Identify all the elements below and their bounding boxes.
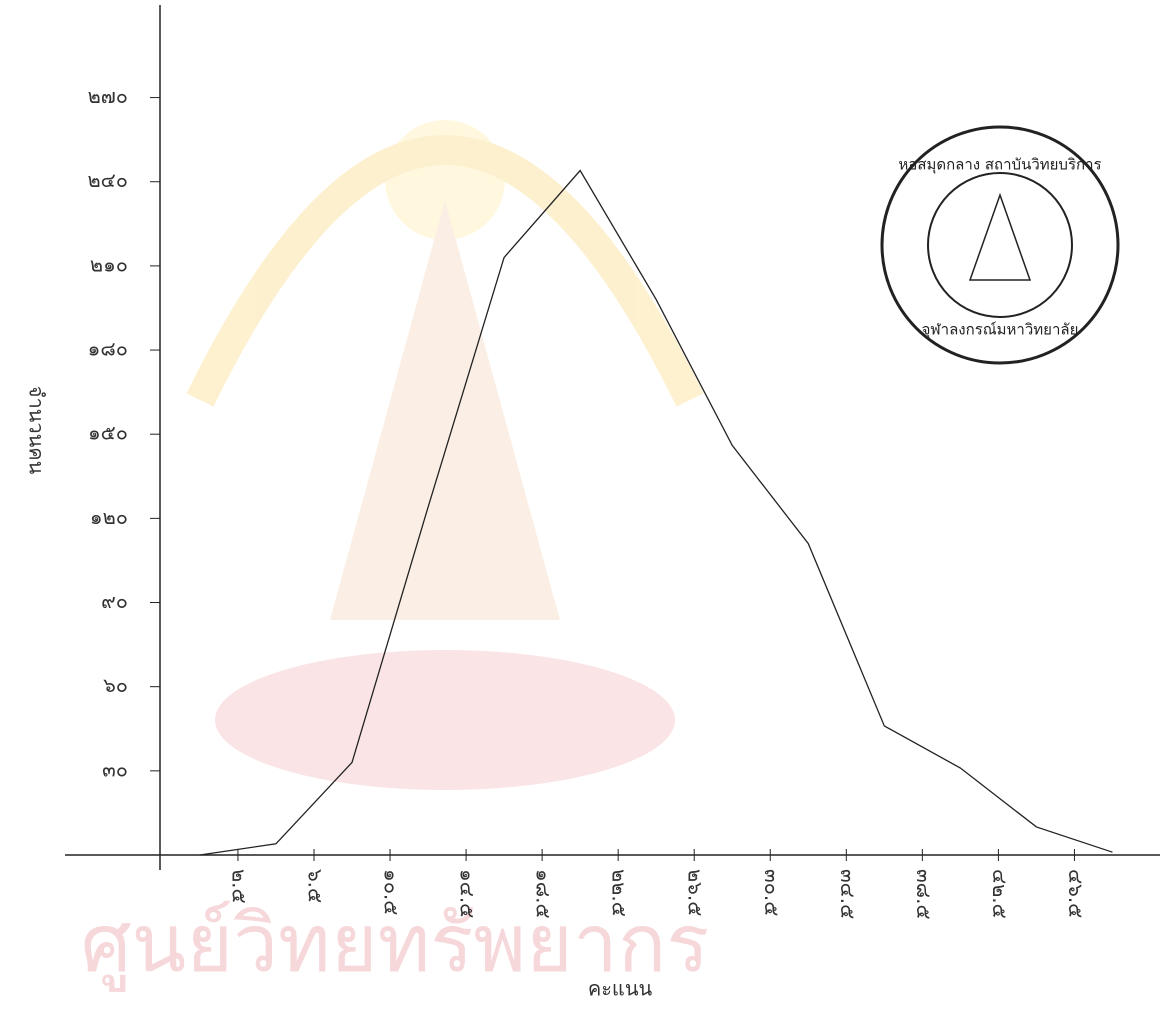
- x-tick-label: ๔๖.๕: [1064, 869, 1088, 918]
- x-tick-label: ๓๐.๕: [760, 869, 784, 916]
- x-tick-label: ๑๔.๕: [456, 869, 480, 918]
- y-tick-label: ๑๘๐: [88, 337, 128, 361]
- y-tick-label: ๒๗๐: [88, 84, 128, 108]
- stamp-bottom: จุฬาลงกรณ์มหาวิทยาลัย: [922, 321, 1079, 340]
- x-axis-label: คะแนน: [588, 977, 653, 1001]
- y-axis-label: จำนวนคน: [25, 386, 49, 475]
- x-tick-label: ๓๘.๕: [912, 869, 936, 920]
- y-tick-label: ๙๐: [101, 589, 128, 613]
- x-tick-label: ๔๒.๕: [988, 869, 1012, 919]
- y-tick-label: ๑๒๐: [90, 505, 128, 529]
- x-tick-label: ๓๔.๕: [836, 869, 860, 919]
- y-tick-label: ๒๑๐: [90, 252, 128, 276]
- y-tick-label: ๒๔๐: [87, 168, 128, 192]
- y-tick-label: ๑๕๐: [88, 421, 128, 445]
- chart: ศูนย์วิทยทรัพยากร หอสมุดกลาง สถาบันวิทยบ…: [0, 0, 1163, 1013]
- stamp: หอสมุดกลาง สถาบันวิทยบริการ จุฬาลงกรณ์มห…: [882, 127, 1118, 363]
- x-tick-label: ๒๒.๕: [608, 869, 632, 917]
- x-tick-label: ๖.๕: [303, 869, 327, 903]
- x-tick-label: ๑๐.๕: [380, 869, 404, 915]
- watermark-logo: [200, 120, 690, 790]
- y-tick-label: ๖๐: [103, 673, 128, 697]
- x-tick-label: ๑๘.๕: [532, 869, 556, 919]
- x-tick-label: ๒๖.๕: [684, 869, 708, 916]
- y-tick-label: ๓๐: [102, 757, 128, 781]
- stamp-top: หอสมุดกลาง สถาบันวิทยบริการ: [898, 156, 1101, 175]
- x-tick-label: ๒.๕: [227, 869, 251, 904]
